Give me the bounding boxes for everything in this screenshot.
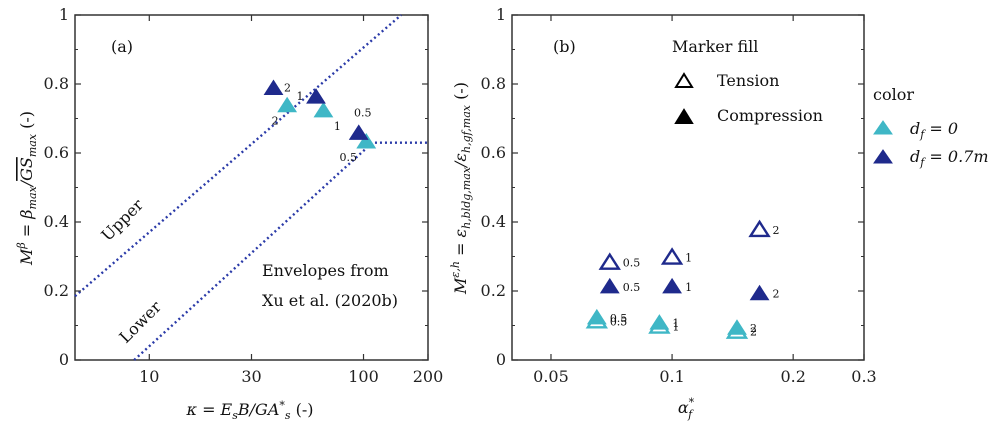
color-legend: color df = 0 df = 0.7m <box>873 85 989 169</box>
color-legend-title: color <box>873 85 914 104</box>
x-tick-label: 200 <box>413 367 444 386</box>
point-label: 1 <box>672 317 679 330</box>
marker <box>313 101 334 118</box>
point-label: 0.5 <box>623 281 641 294</box>
y-tick-label: 0.2 <box>481 281 506 300</box>
marker <box>277 96 298 113</box>
marker <box>599 277 620 294</box>
x-tick-label: 0.05 <box>533 367 569 386</box>
marker <box>356 132 377 149</box>
point-label: 0.5 <box>354 106 372 119</box>
marker <box>586 308 607 325</box>
point-label: 0.5 <box>340 151 358 164</box>
marker <box>660 247 684 265</box>
point-label: 1 <box>685 281 692 294</box>
upper-envelope-line <box>74 14 402 298</box>
point-label: 2 <box>750 326 757 339</box>
legend-compression-label: Compression <box>717 106 823 125</box>
x-tick-label: 0.1 <box>659 367 684 386</box>
x-tick-label: 10 <box>139 367 159 386</box>
marker-fill-legend-title: Marker fill <box>672 37 758 56</box>
y-axis-label-b: Mε,h = εh,bldg,max/εh,gf,max (-) <box>449 82 473 295</box>
x-axis-label-a: κ = EsB/GA*s (-) <box>185 399 313 422</box>
point-label: 1 <box>334 120 341 133</box>
envelope-text-1: Envelopes from <box>262 261 389 280</box>
marker <box>748 219 771 238</box>
legend-tension-marker <box>674 72 694 88</box>
y-tick-label: 0 <box>496 350 506 369</box>
y-tick-label: 0 <box>59 350 69 369</box>
point-label: 0.5 <box>610 312 628 325</box>
x-tick-label: 0.2 <box>780 367 805 386</box>
x-tick-label: 0.3 <box>851 367 876 386</box>
y-tick-label: 0.6 <box>44 143 69 162</box>
point-label: 0.5 <box>623 257 641 270</box>
envelope-text-2: Xu et al. (2020b) <box>262 291 398 310</box>
marker <box>263 79 284 95</box>
legend-df0-marker <box>873 120 893 135</box>
point-label: 1 <box>296 90 303 103</box>
point-label: 2 <box>773 224 780 237</box>
legend-df07-label: df = 0.7m <box>910 147 989 169</box>
marker <box>306 88 326 104</box>
legend-compression-marker <box>674 108 694 124</box>
panel-b-label: (b) <box>553 37 576 56</box>
y-tick-label: 1 <box>496 5 506 24</box>
marker <box>348 124 369 140</box>
panel-b-frame <box>511 14 865 361</box>
y-tick-label: 0.4 <box>481 212 506 231</box>
marker <box>649 314 670 330</box>
legend-df0-label: df = 0 <box>910 119 958 141</box>
y-tick-label: 0.8 <box>44 74 69 93</box>
point-label: 2 <box>284 81 291 94</box>
y-tick-label: 1 <box>59 5 69 24</box>
upper-envelope-label: Upper <box>97 195 147 245</box>
marker <box>662 277 682 294</box>
x-tick-label: 30 <box>241 367 261 386</box>
marker <box>727 319 747 335</box>
point-label: 0.5 <box>610 315 628 328</box>
y-tick-label: 0.8 <box>481 74 506 93</box>
marker <box>749 284 770 301</box>
point-label: 2 <box>750 322 757 335</box>
y-axis-label-a: Mβ = βmax/GSmax (-) <box>15 111 39 266</box>
legend-df07-marker <box>873 149 893 164</box>
y-tick-label: 0.2 <box>44 281 69 300</box>
legend-tension-label: Tension <box>717 71 779 90</box>
panel-b: 0 0.2 0.4 0.6 0.8 1 0.05 0.1 0.2 0.3 0.5 1 2 0.5 1 2 0.… <box>449 5 877 421</box>
y-tick-label: 0.6 <box>481 143 506 162</box>
panel-a-label: (a) <box>111 37 133 56</box>
marker <box>598 252 621 270</box>
point-label: 2 <box>272 115 279 128</box>
lower-envelope-line <box>133 141 428 361</box>
x-tick-label: 100 <box>348 367 379 386</box>
y-tick-label: 0.4 <box>44 212 69 231</box>
x-axis-label-b: α* f <box>678 396 695 421</box>
point-label: 1 <box>685 252 692 265</box>
point-label: 1 <box>672 321 679 334</box>
point-label: 2 <box>773 288 780 301</box>
